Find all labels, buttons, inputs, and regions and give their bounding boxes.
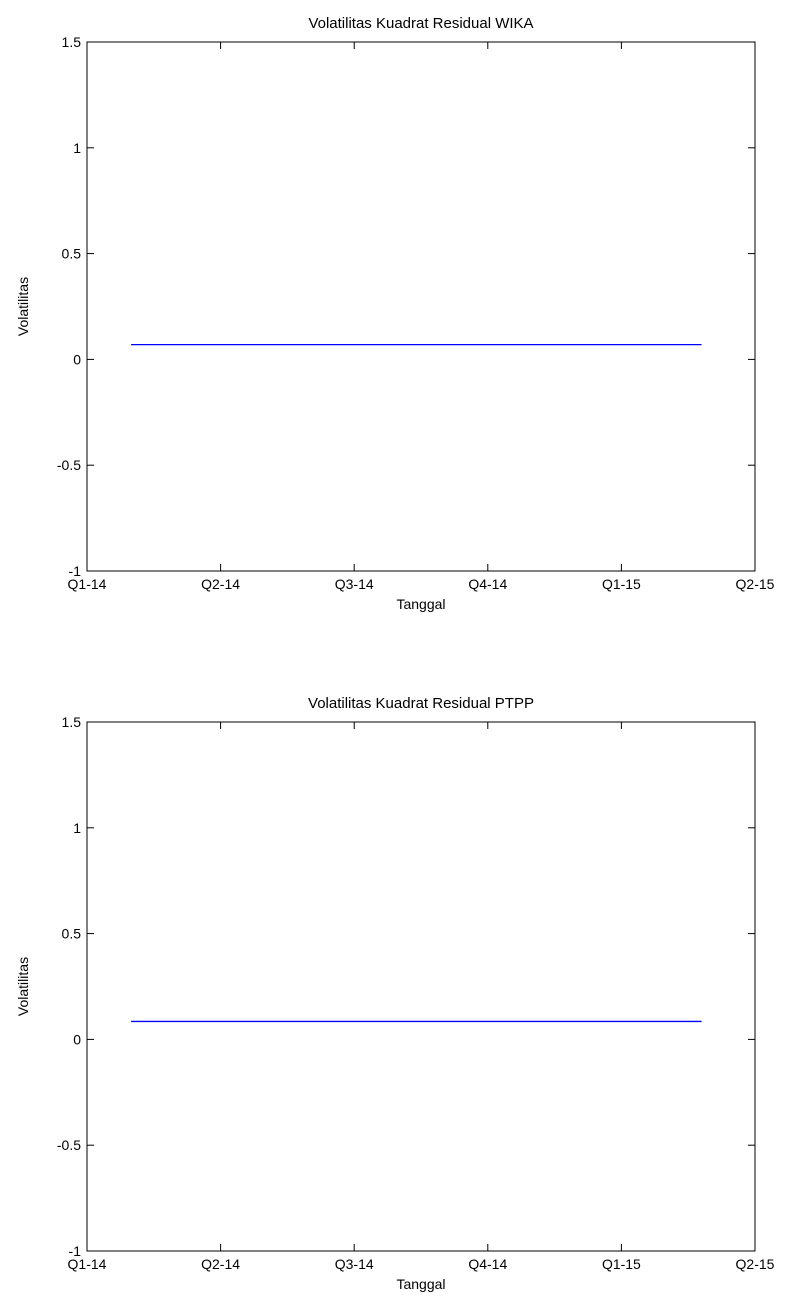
x-tick-label: Q3-14 xyxy=(335,1256,374,1272)
y-tick-label: 0.5 xyxy=(62,246,82,262)
axes-box xyxy=(86,41,756,572)
y-tick-label: 1 xyxy=(73,140,81,156)
chart-title: Volatilitas Kuadrat Residual PTPP xyxy=(308,695,534,712)
y-tick-label: 0 xyxy=(73,351,81,367)
y-axis-label: Volatilitas xyxy=(15,277,31,336)
y-tick-label: 0.5 xyxy=(62,926,82,942)
axes-box xyxy=(86,721,756,1252)
x-tick-label: Q1-14 xyxy=(68,1256,107,1272)
chart-title: Volatilitas Kuadrat Residual WIKA xyxy=(308,15,533,32)
x-tick-label: Q2-14 xyxy=(201,576,240,592)
y-tick-label: 1.5 xyxy=(62,714,82,730)
y-tick-label: -1 xyxy=(69,563,82,579)
x-tick-label: Q4-14 xyxy=(468,1256,507,1272)
x-tick-label: Q4-14 xyxy=(468,576,507,592)
chart-panel-2: Q1-14 Q2-14 Q3-14 Q4-14 Q1-15 Q2-15 -1 -0.5 0 0.5… xyxy=(15,695,775,1292)
x-tick-label: Q2-15 xyxy=(736,1256,775,1272)
x-tick-label: Q2-15 xyxy=(736,576,775,592)
y-tick-label: -0.5 xyxy=(57,1137,81,1153)
x-tick-label: Q1-14 xyxy=(68,576,107,592)
y-axis-label: Volatilitas xyxy=(15,957,31,1016)
y-tick-label: -1 xyxy=(69,1243,82,1259)
x-axis-label: Tanggal xyxy=(396,1276,445,1292)
y-tick-label: 1 xyxy=(73,820,81,836)
x-axis-label: Tanggal xyxy=(396,596,445,612)
y-tick-label: -0.5 xyxy=(57,457,81,473)
chart-panel-1: Q1-14 Q2-14 Q3-14 Q4-14 Q1-15 Q2-15 -1 -0.5 0 0.5… xyxy=(15,15,775,612)
x-tick-label: Q1-15 xyxy=(602,576,641,592)
x-tick-label: Q1-15 xyxy=(602,1256,641,1272)
x-tick-label: Q2-14 xyxy=(201,1256,240,1272)
y-tick-label: 0 xyxy=(73,1031,81,1047)
x-tick-label: Q3-14 xyxy=(335,576,374,592)
y-tick-label: 1.5 xyxy=(62,34,82,50)
